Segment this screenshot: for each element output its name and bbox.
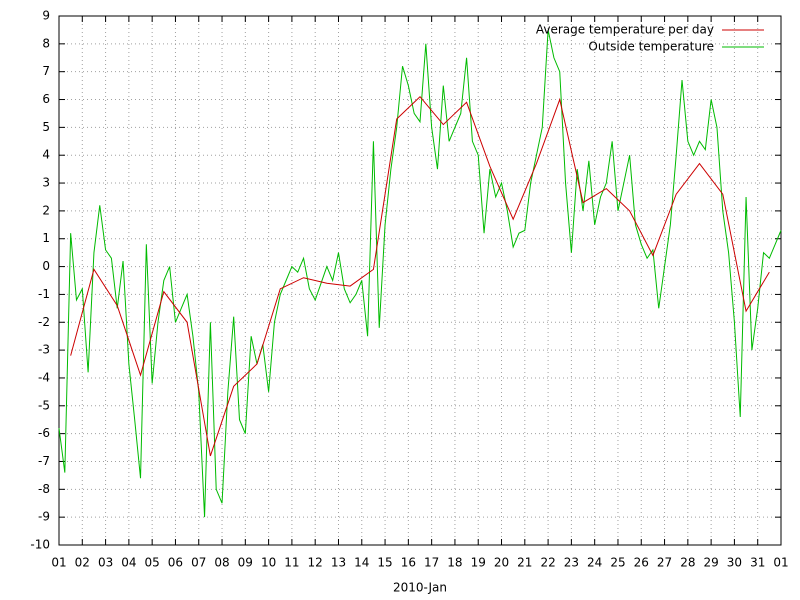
y-tick-label: 2 (42, 203, 50, 217)
y-tick-label: -3 (38, 343, 50, 357)
y-tick-label: 3 (42, 176, 50, 190)
y-tick-label: 5 (42, 120, 50, 134)
x-tick-label: 18 (447, 556, 462, 570)
y-tick-label: 6 (42, 92, 50, 106)
y-tick-label: 8 (42, 36, 50, 50)
y-tick-label: -4 (38, 370, 50, 384)
plot-border (58, 15, 782, 546)
x-tick-label: 22 (540, 556, 555, 570)
x-tick-label: 17 (424, 556, 439, 570)
y-tick-label: 1 (42, 231, 50, 245)
y-tick-label: -10 (30, 538, 50, 552)
x-tick-label: 13 (331, 556, 346, 570)
legend-label: Outside temperature (588, 40, 714, 54)
x-tick-label: 09 (238, 556, 253, 570)
x-tick-label: 12 (308, 556, 323, 570)
x-tick-label: 25 (610, 556, 625, 570)
x-tick-label: 30 (727, 556, 742, 570)
y-tick-label: -9 (38, 510, 50, 524)
x-tick-label: 14 (354, 556, 369, 570)
y-tick-label: 4 (42, 148, 50, 162)
x-axis-label: 2010-Jan (393, 581, 447, 595)
x-tick-label: 10 (261, 556, 276, 570)
y-tick-label: -5 (38, 398, 50, 412)
x-tick-label: 28 (680, 556, 695, 570)
x-tick-label: 01 (773, 556, 788, 570)
x-tick-label: 24 (587, 556, 602, 570)
data-line (70, 96, 770, 457)
x-tick-label: 15 (377, 556, 392, 570)
y-tick-label: -6 (38, 426, 50, 440)
x-tick-label: 05 (145, 556, 160, 570)
x-tick-label: 20 (494, 556, 509, 570)
y-tick-label: 7 (42, 64, 50, 78)
x-tick-label: 08 (214, 556, 229, 570)
y-tick-label: -2 (38, 315, 50, 329)
y-tick-label: 9 (42, 9, 50, 23)
x-tick-label: 29 (703, 556, 718, 570)
x-tick-label: 31 (750, 556, 765, 570)
data-line (58, 29, 782, 518)
x-tick-label: 16 (401, 556, 416, 570)
x-tick-label: 11 (284, 556, 299, 570)
x-tick-label: 02 (75, 556, 90, 570)
legend-label: Average temperature per day (536, 23, 714, 37)
x-tick-label: 01 (51, 556, 66, 570)
x-tick-label: 07 (191, 556, 206, 570)
x-tick-label: 04 (121, 556, 136, 570)
x-tick-label: 03 (98, 556, 113, 570)
y-tick-label: 0 (42, 259, 50, 273)
y-tick-label: -8 (38, 482, 50, 496)
y-tick-label: -7 (38, 454, 50, 468)
x-tick-label: 27 (657, 556, 672, 570)
x-tick-label: 21 (517, 556, 532, 570)
x-tick-label: 23 (564, 556, 579, 570)
x-tick-label: 19 (471, 556, 486, 570)
x-tick-label: 26 (634, 556, 649, 570)
x-tick-label: 06 (168, 556, 183, 570)
y-tick-label: -1 (38, 287, 50, 301)
